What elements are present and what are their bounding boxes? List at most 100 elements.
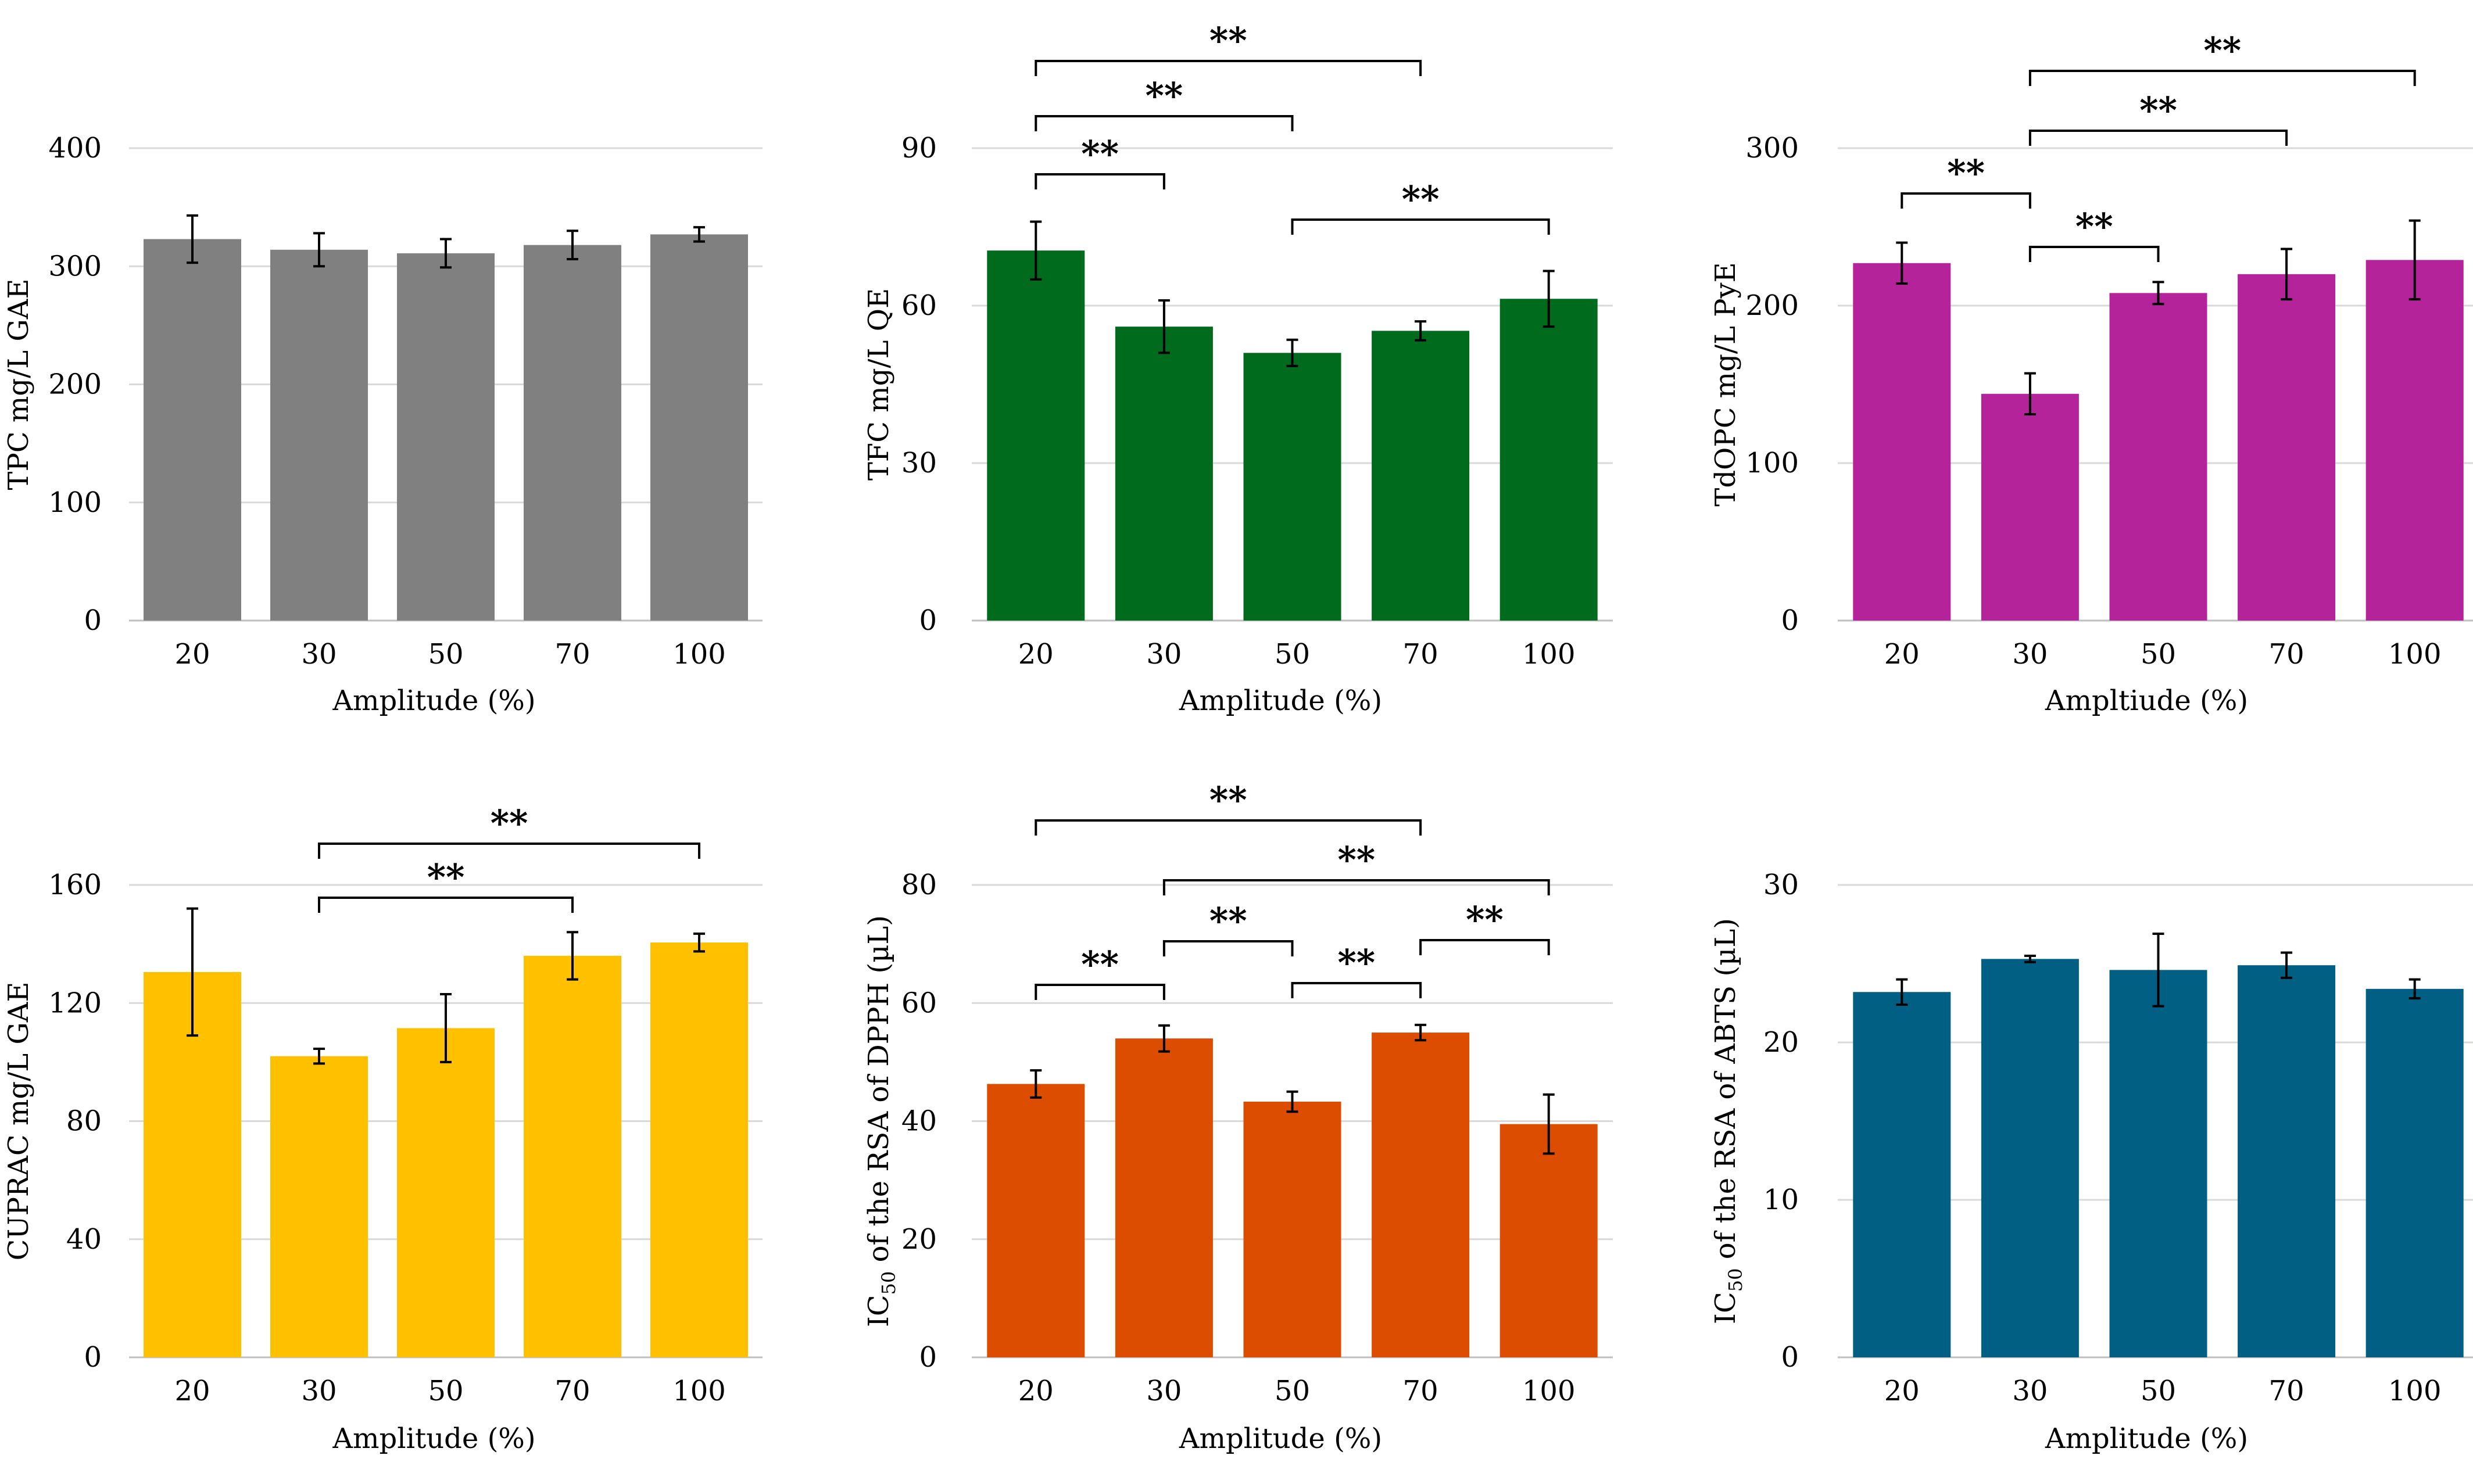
significance-label: ** bbox=[1209, 19, 1247, 62]
x-tick-label: 50 bbox=[2141, 638, 2176, 671]
bar-20 bbox=[1853, 992, 1951, 1357]
error-bar bbox=[2281, 248, 2293, 301]
y-axis-title: IC50 of the RSA of DPPH (µL) bbox=[862, 915, 900, 1327]
y-axis-title: TdOPC mg/L PyE bbox=[1709, 262, 1742, 506]
x-tick-label: 100 bbox=[2388, 638, 2442, 671]
x-axis-title: Amplitude (%) bbox=[2045, 1422, 2248, 1455]
bar-50 bbox=[397, 253, 495, 621]
x-tick-label: 50 bbox=[1275, 638, 1310, 671]
error-bar bbox=[693, 226, 705, 243]
x-tick-label: 50 bbox=[2141, 1375, 2176, 1407]
bar-100 bbox=[650, 234, 748, 621]
y-tick-label: 10 bbox=[1763, 1184, 1799, 1216]
y-tick-label: 80 bbox=[901, 869, 937, 901]
significance-label: ** bbox=[1466, 898, 1504, 941]
error-bar bbox=[187, 214, 198, 264]
y-tick-label: 0 bbox=[919, 604, 937, 637]
error-bar bbox=[1158, 1024, 1170, 1053]
x-tick-label: 20 bbox=[1884, 638, 1920, 671]
y-axis-title: IC50 of the RSA of ABTS (µL) bbox=[1709, 918, 1747, 1324]
y-tick-label: 0 bbox=[1781, 1341, 1799, 1374]
error-bar bbox=[1415, 320, 1427, 342]
error-bar bbox=[1286, 1090, 1298, 1113]
error-bar bbox=[2408, 219, 2421, 301]
error-bar bbox=[187, 907, 198, 1037]
bar-20 bbox=[987, 250, 1085, 621]
error-bar bbox=[440, 993, 452, 1063]
y-tick-label: 0 bbox=[919, 1341, 937, 1374]
significance-bracket: ** bbox=[2028, 205, 2160, 262]
bar-30 bbox=[1981, 959, 2079, 1357]
y-axis-title: CUPRAC mg/L GAE bbox=[2, 982, 35, 1261]
y-axis-title: TPC mg/L GAE bbox=[2, 279, 35, 490]
error-bar bbox=[1896, 978, 1908, 1006]
x-tick-label: 30 bbox=[1146, 1375, 1182, 1407]
x-axis-title: Ampltiude (%) bbox=[2045, 684, 2248, 717]
chart-panel-6: 0 10 20 30 20 30 50 70 100 Amplitude (%) IC50 of t… bbox=[1709, 869, 2473, 1455]
bar-100 bbox=[2365, 988, 2464, 1357]
error-bar bbox=[567, 230, 578, 261]
y-tick-label: 300 bbox=[48, 250, 102, 282]
significance-bracket: ** bbox=[2028, 29, 2416, 86]
error-bar bbox=[2281, 951, 2293, 979]
y-tick-label: 100 bbox=[48, 486, 102, 519]
error-bar bbox=[1543, 1093, 1555, 1155]
significance-bracket: ** bbox=[1035, 74, 1294, 131]
bar-100 bbox=[650, 942, 748, 1357]
bar-70 bbox=[1372, 1033, 1470, 1357]
chart-panel-5: 0 20 40 60 80 20 30 50 70 100 Amplitude (%) IC50 of… bbox=[862, 779, 1613, 1455]
x-tick-label: 20 bbox=[1018, 1375, 1054, 1407]
y-tick-label: 0 bbox=[84, 604, 102, 637]
y-tick-label: 100 bbox=[1745, 447, 1799, 479]
significance-label: ** bbox=[1947, 152, 1985, 194]
chart-panel-3: 0 100 200 300 20 30 50 70 100 Ampltiude (%) TdOPC … bbox=[1709, 29, 2473, 717]
x-tick-label: 70 bbox=[2269, 1375, 2304, 1407]
chart-panel-4: 0 40 80 120 160 20 30 50 70 100 Amplitude (%) CUPRA… bbox=[2, 802, 763, 1455]
y-tick-label: 200 bbox=[1745, 289, 1799, 322]
x-axis-title: Amplitude (%) bbox=[1179, 684, 1382, 717]
bar-50 bbox=[397, 1028, 495, 1357]
bar-70 bbox=[2238, 965, 2336, 1357]
bar-30 bbox=[270, 1056, 368, 1357]
significance-bracket: ** bbox=[318, 802, 700, 859]
significance-label: ** bbox=[491, 802, 528, 844]
error-bar bbox=[313, 232, 325, 268]
significance-bracket: ** bbox=[1162, 899, 1294, 956]
y-tick-label: 30 bbox=[1763, 869, 1799, 901]
x-tick-label: 20 bbox=[174, 1375, 210, 1407]
bar-50 bbox=[1243, 353, 1341, 621]
significance-bracket: ** bbox=[1035, 132, 1165, 189]
error-bar bbox=[1030, 220, 1042, 281]
y-tick-label: 60 bbox=[901, 987, 937, 1019]
x-tick-label: 100 bbox=[1522, 638, 1576, 671]
significance-label: ** bbox=[1081, 943, 1119, 985]
bar-70 bbox=[524, 955, 621, 1357]
x-tick-label: 70 bbox=[1403, 638, 1438, 671]
significance-label: ** bbox=[2075, 205, 2113, 248]
x-tick-label: 100 bbox=[672, 1375, 726, 1407]
x-tick-label: 30 bbox=[301, 1375, 337, 1407]
x-axis-title: Amplitude (%) bbox=[332, 1422, 535, 1455]
significance-bracket: ** bbox=[1291, 941, 1422, 998]
significance-label: ** bbox=[1209, 779, 1247, 821]
x-axis-title: Amplitude (%) bbox=[1179, 1422, 1382, 1455]
significance-bracket: ** bbox=[1162, 838, 1550, 895]
x-tick-label: 70 bbox=[2269, 638, 2304, 671]
bar-50 bbox=[2109, 293, 2207, 621]
x-tick-label: 30 bbox=[1146, 638, 1182, 671]
significance-label: ** bbox=[1402, 178, 1440, 220]
error-bar bbox=[2408, 978, 2421, 1000]
x-tick-label: 30 bbox=[2012, 638, 2048, 671]
y-tick-label: 200 bbox=[48, 368, 102, 401]
y-tick-label: 30 bbox=[901, 447, 937, 479]
bar-100 bbox=[1499, 1124, 1598, 1357]
error-bar bbox=[1896, 241, 1908, 285]
x-tick-label: 100 bbox=[2388, 1375, 2442, 1407]
y-tick-label: 80 bbox=[66, 1105, 102, 1138]
chart-panel-2: 0 30 60 90 20 30 50 70 100 Amplitude (%) TFC mg/L … bbox=[862, 19, 1613, 717]
error-bar bbox=[1158, 299, 1170, 354]
error-bar bbox=[2152, 281, 2164, 306]
y-tick-label: 20 bbox=[1763, 1026, 1799, 1059]
significance-bracket: ** bbox=[318, 856, 574, 913]
